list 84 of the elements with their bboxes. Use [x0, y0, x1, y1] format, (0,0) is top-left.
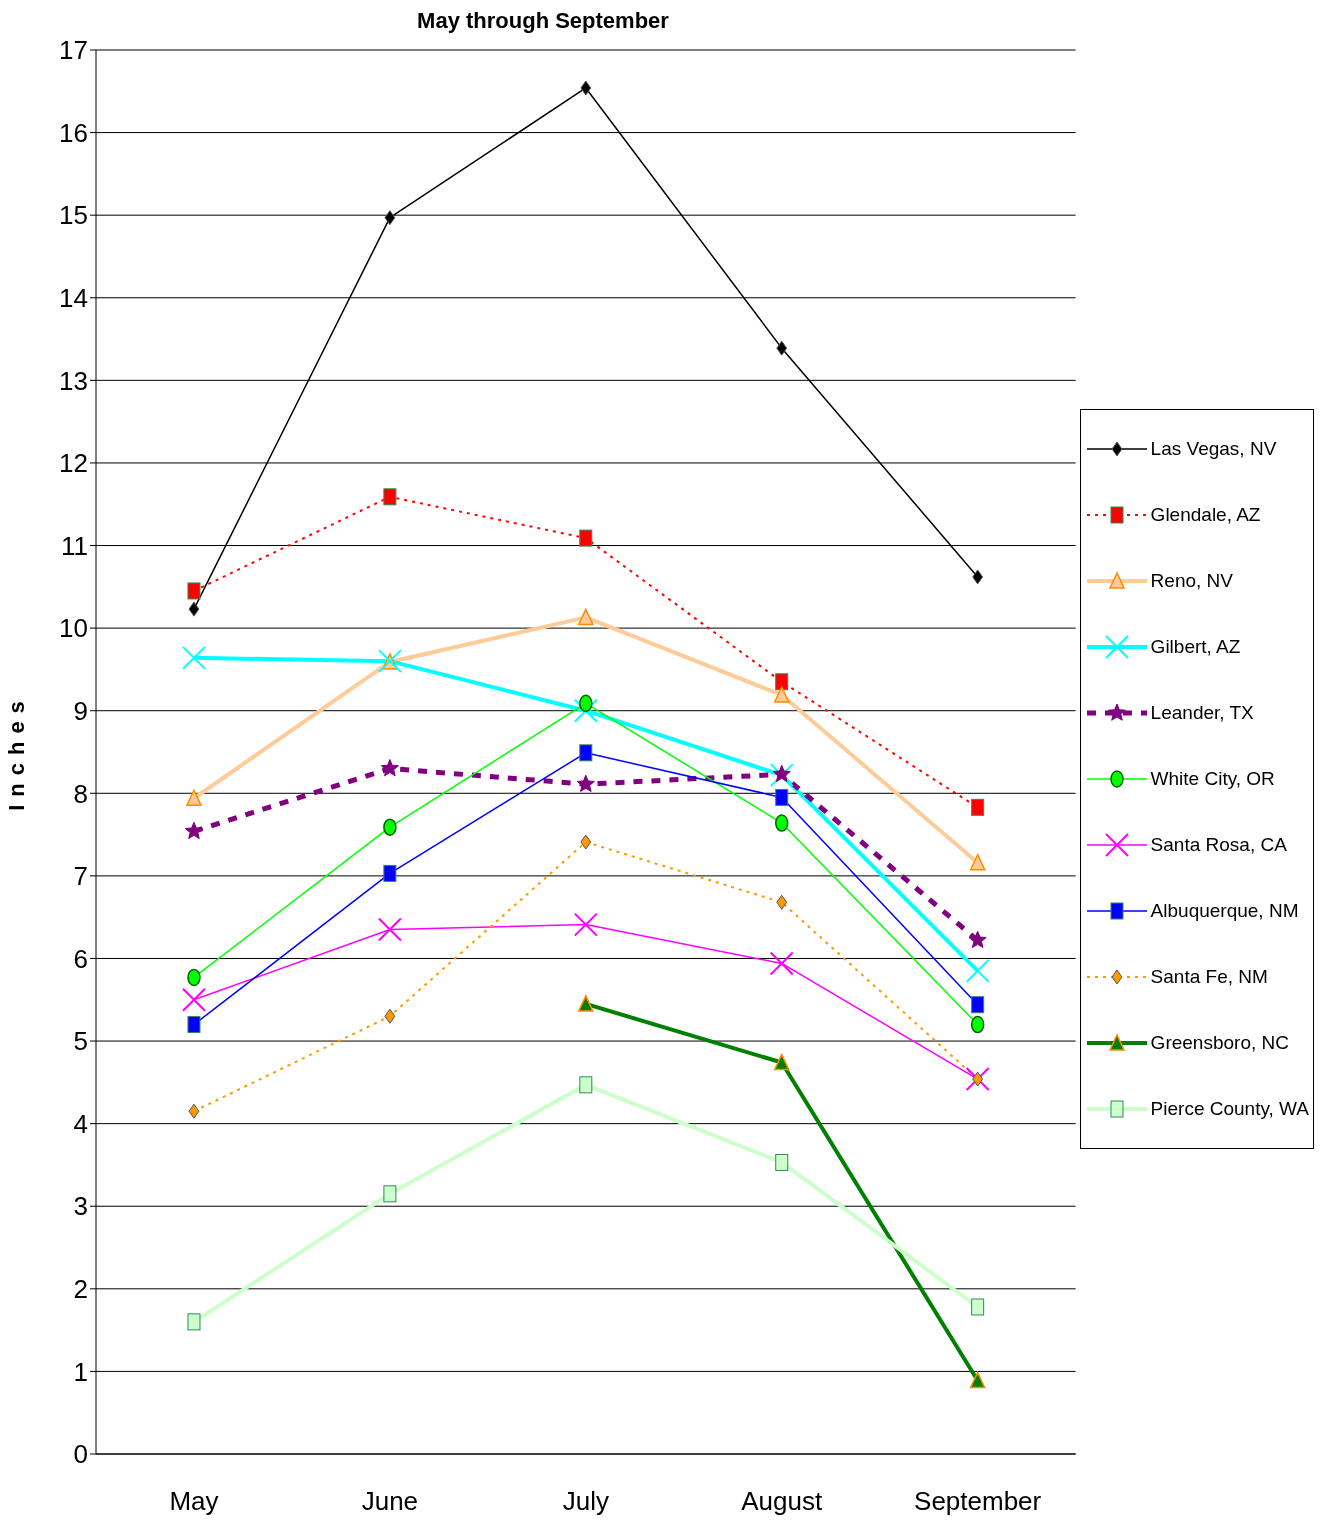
point	[377, 917, 402, 942]
point	[383, 818, 397, 836]
y-tick-label: 4	[73, 1108, 88, 1139]
y-tick-label: 12	[59, 448, 88, 479]
point	[383, 488, 397, 506]
chart-title: May through September	[416, 8, 670, 34]
point	[579, 694, 593, 713]
x-tick-label: June	[361, 1486, 419, 1517]
point	[776, 894, 788, 910]
x-tick-label: July	[562, 1486, 609, 1517]
x-tick-label: September	[914, 1486, 1042, 1517]
point	[775, 673, 789, 691]
point	[383, 864, 397, 882]
point	[775, 1153, 789, 1171]
point	[774, 814, 789, 832]
point	[971, 996, 985, 1014]
point	[384, 1008, 396, 1024]
legend-label: White City, OR	[1150, 768, 1275, 790]
legend-label: Greensboro, NC	[1150, 1032, 1289, 1054]
y-tick-label: 9	[73, 695, 88, 726]
point	[187, 1313, 201, 1331]
point	[184, 821, 204, 840]
legend-label: Santa Fe, NM	[1150, 966, 1268, 988]
point	[969, 853, 986, 871]
point	[965, 958, 990, 983]
y-tick-label: 17	[59, 35, 88, 66]
point	[187, 968, 201, 987]
legend-label: Reno, NV	[1150, 570, 1233, 592]
y-tick-label: 5	[73, 1026, 88, 1057]
point	[576, 774, 595, 792]
point	[972, 1071, 984, 1087]
point	[773, 686, 790, 703]
point	[970, 1015, 985, 1034]
legend-label: Glendale, AZ	[1150, 504, 1261, 526]
point	[775, 788, 789, 806]
y-tick-label: 11	[61, 530, 88, 561]
point	[384, 210, 396, 226]
point	[971, 798, 985, 816]
y-tick-label: 6	[73, 943, 88, 974]
y-tick-label: 0	[73, 1439, 88, 1470]
x-tick-label: May	[169, 1486, 219, 1517]
point	[968, 930, 987, 949]
point	[578, 995, 594, 1012]
legend-label: Pierce County, WA	[1150, 1098, 1309, 1120]
point	[972, 569, 984, 585]
point	[187, 582, 201, 600]
point	[579, 529, 593, 547]
point	[772, 764, 791, 783]
point	[776, 340, 788, 356]
point	[969, 1371, 986, 1389]
point	[580, 80, 592, 96]
y-tick-label: 10	[59, 613, 88, 644]
y-tick-label: 15	[59, 200, 88, 231]
x-tick-label: August	[741, 1486, 823, 1517]
point	[181, 987, 206, 1012]
point	[188, 601, 200, 617]
y-tick-label: 8	[73, 778, 88, 809]
point	[573, 912, 598, 937]
y-tick-label: 3	[73, 1191, 88, 1222]
point	[579, 1076, 593, 1094]
legend-label: Santa Rosa, CA	[1150, 834, 1287, 856]
legend-label: Las Vegas, NV	[1150, 438, 1277, 460]
y-tick-label: 7	[73, 861, 88, 892]
point	[188, 1103, 200, 1119]
y-tick-label: 2	[73, 1274, 88, 1305]
legend-label: Leander, TX	[1150, 702, 1254, 724]
point	[773, 1053, 790, 1071]
point	[579, 744, 593, 762]
y-tick-label: 13	[59, 365, 88, 396]
point	[578, 608, 594, 626]
y-tick-label: 14	[59, 282, 88, 313]
y-tick-label: 16	[59, 117, 88, 148]
point	[187, 1016, 201, 1034]
point	[769, 951, 794, 976]
point	[580, 834, 592, 850]
y-tick-label: 1	[73, 1356, 88, 1387]
y-axis-title: Inches	[3, 693, 29, 811]
point	[181, 645, 206, 670]
point	[380, 759, 399, 777]
legend-label: Albuquerque, NM	[1150, 900, 1299, 922]
point	[186, 789, 202, 806]
point	[971, 1298, 985, 1316]
legend-label: Gilbert, AZ	[1150, 636, 1241, 658]
point	[383, 1185, 397, 1203]
